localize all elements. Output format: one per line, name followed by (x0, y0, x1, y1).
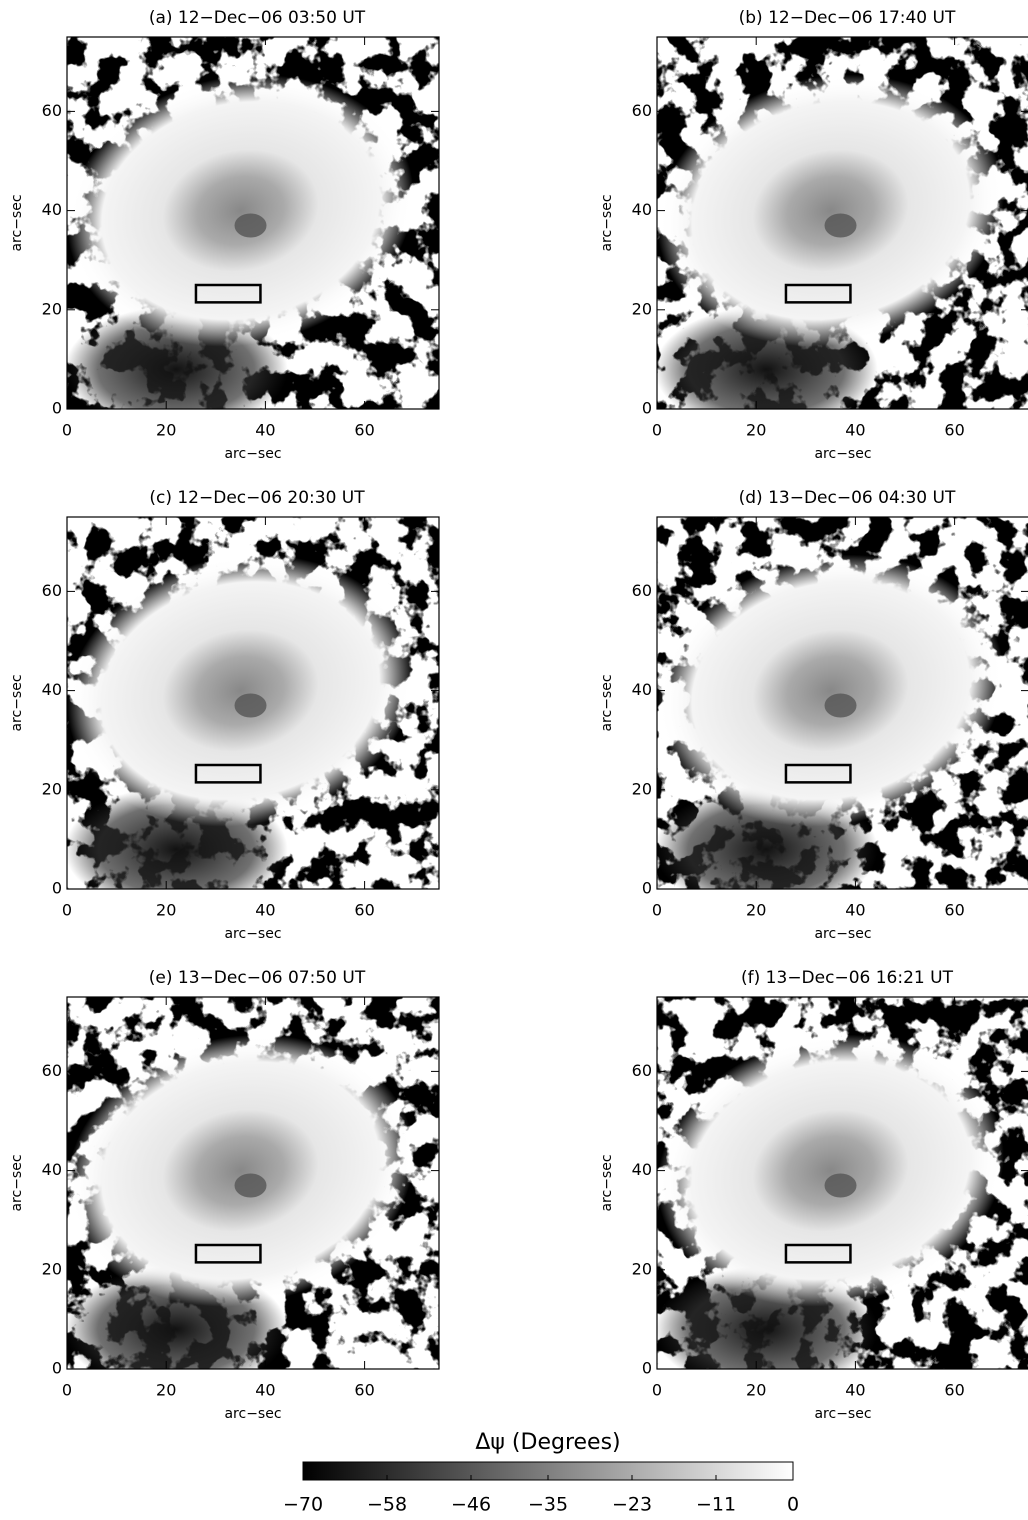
x-tick-label: 0 (62, 901, 72, 920)
x-tick-label: 20 (156, 901, 176, 920)
colorbar-tick-label: −58 (367, 1494, 407, 1516)
x-tick-label: 60 (944, 421, 964, 440)
y-tick-label: 40 (42, 680, 62, 699)
plot-frame (66, 36, 440, 410)
y-axis-label: arc−sec (9, 674, 25, 731)
y-tick-label: 20 (632, 299, 652, 318)
x-tick-label: 40 (845, 1381, 865, 1400)
y-axis-label: arc−sec (599, 674, 615, 731)
x-tick-label: 60 (354, 421, 374, 440)
plot-frame (656, 36, 1028, 410)
x-tick-label: 0 (62, 1381, 72, 1400)
y-tick-label: 40 (632, 680, 652, 699)
y-axis-label: arc−sec (9, 194, 25, 251)
x-axis-label: arc−sec (224, 446, 281, 462)
y-tick-label: 20 (632, 779, 652, 798)
x-tick-label: 0 (652, 901, 662, 920)
x-axis-label: arc−sec (814, 1406, 871, 1422)
y-tick-label: 60 (632, 581, 652, 600)
solar-image (67, 37, 439, 409)
y-tick-label: 0 (52, 1359, 62, 1378)
y-tick-label: 20 (42, 1259, 62, 1278)
plot-frame (66, 516, 440, 890)
x-axis-label: arc−sec (224, 926, 281, 942)
y-tick-label: 60 (632, 101, 652, 120)
x-tick-label: 20 (746, 421, 766, 440)
y-tick-label: 0 (52, 399, 62, 418)
x-axis-label: arc−sec (224, 1406, 281, 1422)
y-tick-label: 0 (642, 1359, 652, 1378)
x-tick-label: 0 (652, 421, 662, 440)
y-axis-label: arc−sec (9, 1154, 25, 1211)
x-axis-label: arc−sec (814, 446, 871, 462)
y-tick-label: 20 (632, 1259, 652, 1278)
y-tick-label: 0 (642, 879, 652, 898)
colorbar-tick-label: −35 (528, 1494, 568, 1516)
y-tick-label: 60 (42, 101, 62, 120)
plot-frame (656, 996, 1028, 1370)
x-tick-label: 20 (156, 421, 176, 440)
y-tick-label: 40 (632, 1160, 652, 1179)
colorbar-tick-label: −46 (451, 1494, 491, 1516)
y-tick-label: 60 (42, 581, 62, 600)
x-tick-label: 60 (944, 901, 964, 920)
colorbar-title: Δψ (Degrees) (475, 1430, 620, 1455)
y-tick-label: 60 (632, 1061, 652, 1080)
panel-title: (a) 12−Dec−06 03:50 UT (149, 8, 366, 28)
x-tick-label: 20 (746, 901, 766, 920)
plot-frame (66, 996, 440, 1370)
region-box (784, 283, 852, 304)
x-tick-label: 0 (652, 1381, 662, 1400)
x-tick-label: 40 (255, 901, 275, 920)
y-axis-label: arc−sec (599, 194, 615, 251)
x-tick-label: 60 (354, 1381, 374, 1400)
colorbar-tick-label: −70 (283, 1494, 323, 1516)
y-tick-label: 40 (42, 1160, 62, 1179)
y-tick-label: 40 (42, 200, 62, 219)
region-box (784, 763, 852, 784)
region-box (194, 283, 262, 304)
colorbar-tick-label: −11 (696, 1494, 736, 1516)
panel-title: (c) 12−Dec−06 20:30 UT (149, 488, 365, 508)
x-tick-label: 40 (255, 1381, 275, 1400)
y-tick-label: 40 (632, 200, 652, 219)
region-box (784, 1243, 852, 1264)
panel-title: (d) 13−Dec−06 04:30 UT (739, 488, 956, 508)
panel-title: (b) 12−Dec−06 17:40 UT (739, 8, 956, 28)
solar-image (657, 37, 1028, 409)
x-tick-label: 40 (845, 901, 865, 920)
solar-image (67, 517, 439, 889)
region-box (194, 1243, 262, 1264)
y-tick-label: 20 (42, 779, 62, 798)
x-tick-label: 40 (255, 421, 275, 440)
colorbar-tick-label: −23 (612, 1494, 652, 1516)
colorbar-tick-label: 0 (787, 1494, 799, 1516)
x-tick-label: 60 (944, 1381, 964, 1400)
y-axis-label: arc−sec (599, 1154, 615, 1211)
x-tick-label: 40 (845, 421, 865, 440)
panel-title: (f) 13−Dec−06 16:21 UT (741, 968, 954, 988)
x-tick-label: 20 (746, 1381, 766, 1400)
y-tick-label: 0 (642, 399, 652, 418)
x-axis-label: arc−sec (814, 926, 871, 942)
panel-title: (e) 13−Dec−06 07:50 UT (149, 968, 366, 988)
y-tick-label: 0 (52, 879, 62, 898)
y-tick-label: 20 (42, 299, 62, 318)
y-tick-label: 60 (42, 1061, 62, 1080)
x-tick-label: 60 (354, 901, 374, 920)
solar-image (67, 997, 439, 1369)
solar-image (657, 517, 1028, 889)
x-tick-label: 0 (62, 421, 72, 440)
plot-frame (656, 516, 1028, 890)
solar-image (657, 997, 1028, 1369)
x-tick-label: 20 (156, 1381, 176, 1400)
region-box (194, 763, 262, 784)
